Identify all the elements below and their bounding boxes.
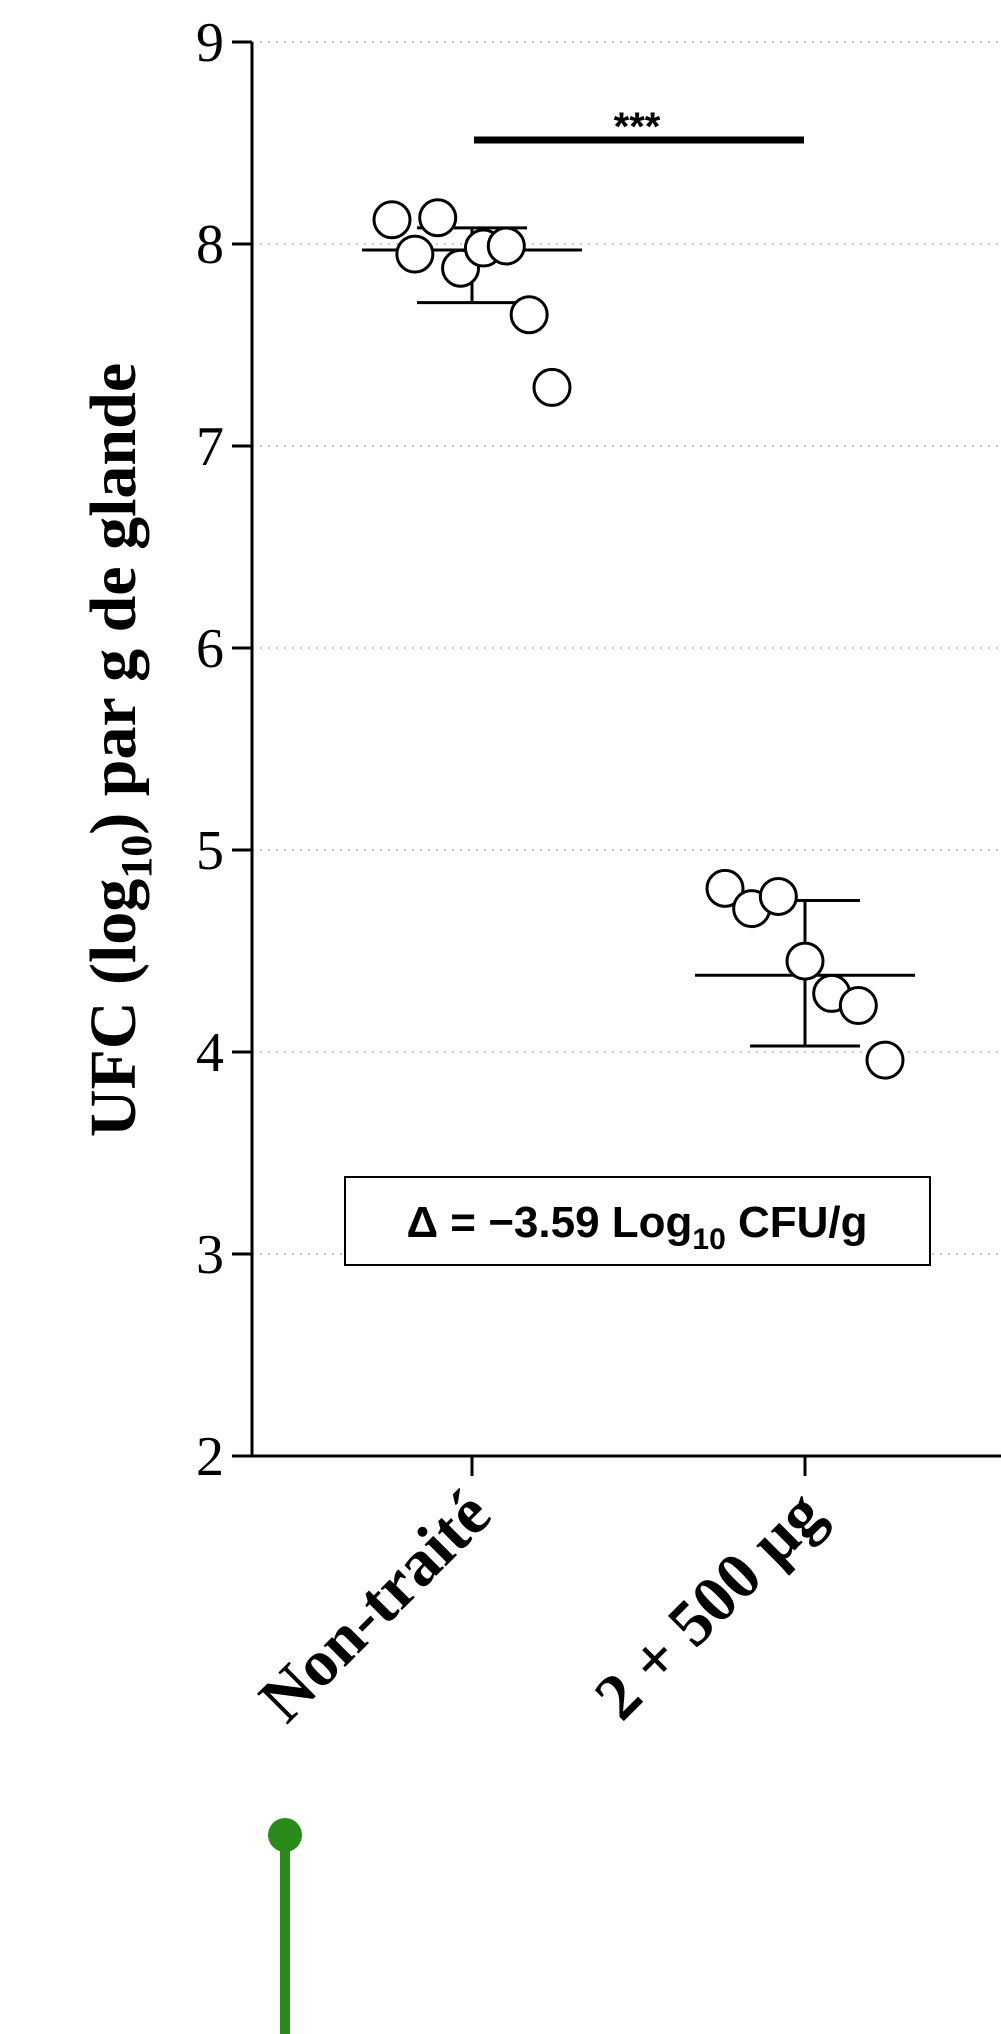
group-1 — [362, 198, 582, 407]
delta-annotation-main: Δ = −3.59 Log — [406, 1198, 692, 1247]
x-category-label: Non-traité — [246, 1477, 505, 1736]
delta-annotation-subscript: 10 — [692, 1223, 725, 1256]
group-2 — [695, 868, 915, 1080]
significance-label: *** — [614, 105, 661, 149]
data-point — [395, 234, 435, 274]
y-axis-label: UFC (log10) par g de glande — [77, 363, 161, 1137]
y-axis-label-subscript: 10 — [112, 835, 161, 879]
data-point — [509, 295, 549, 335]
delta-annotation-frame — [344, 1176, 931, 1266]
significance-marker: *** — [474, 105, 804, 149]
data-point — [532, 367, 572, 407]
y-tick-label: 2 — [196, 1426, 224, 1488]
delta-annotation-box: Δ = −3.59 Log10 CFU/g — [344, 1176, 931, 1266]
y-axis-label-main: UFC (log — [77, 879, 150, 1137]
green-pin-marker — [268, 1818, 302, 2034]
y-tick-label: 3 — [196, 1224, 224, 1286]
data-point — [865, 1040, 905, 1080]
axes — [250, 42, 1001, 1458]
y-tick-label: 9 — [196, 12, 224, 74]
y-tick-label: 4 — [196, 1022, 224, 1084]
data-point — [785, 941, 825, 981]
green-pin-head — [268, 1818, 302, 1852]
y-axis-label-end: ) par g de glande — [77, 363, 150, 835]
x-ticks: Non-traité 2 + 500 µg — [246, 1456, 838, 1736]
x-category-label: 2 + 500 µg — [581, 1477, 838, 1734]
data-point — [705, 868, 745, 908]
data-point — [486, 226, 526, 266]
y-tick-label: 8 — [196, 214, 224, 276]
y-tick-label: 7 — [196, 416, 224, 478]
delta-annotation-end: CFU/g — [726, 1198, 868, 1247]
delta-annotation-text: Δ = −3.59 Log10 CFU/g — [406, 1198, 867, 1256]
data-point — [758, 876, 798, 916]
data-point — [372, 200, 412, 240]
y-ticks: 2 3 4 5 6 7 8 9 — [196, 12, 252, 1488]
data-point — [418, 198, 458, 238]
data-point — [838, 986, 878, 1026]
y-tick-label: 5 — [196, 820, 224, 882]
data-points — [362, 198, 915, 1080]
y-tick-label: 6 — [196, 618, 224, 680]
